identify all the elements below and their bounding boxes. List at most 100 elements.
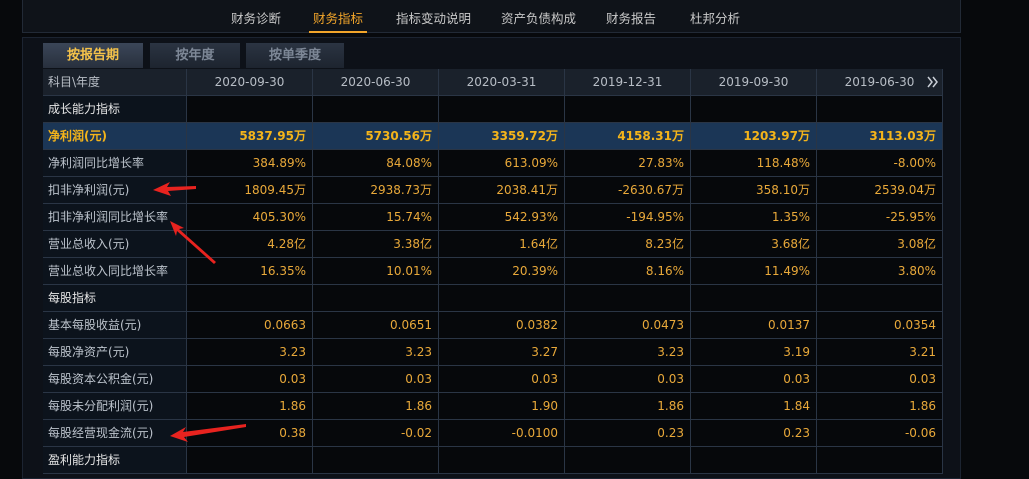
empty-cell — [691, 285, 817, 312]
value-cell: 0.03 — [439, 366, 565, 393]
value-cell: 0.38 — [187, 420, 313, 447]
value-cell: -0.0100 — [439, 420, 565, 447]
red-arrow — [170, 424, 246, 442]
value-cell: 3.68亿 — [691, 231, 817, 258]
value-cell: 3.19 — [691, 339, 817, 366]
nav-item[interactable]: 财务指标 — [313, 11, 364, 26]
value-cell: 3359.72万 — [439, 123, 565, 150]
value-cell: 8.16% — [565, 258, 691, 285]
row-label: 基本每股收益(元) — [43, 312, 187, 339]
value-cell: 0.03 — [187, 366, 313, 393]
value-cell: 3.27 — [439, 339, 565, 366]
value-cell: -0.02 — [313, 420, 439, 447]
value-cell: 4158.31万 — [565, 123, 691, 150]
value-cell: 0.03 — [313, 366, 439, 393]
value-cell: 613.09% — [439, 150, 565, 177]
tab[interactable]: 按年度 — [150, 43, 240, 68]
value-cell: 20.39% — [439, 258, 565, 285]
row-label: 营业总收入(元) — [43, 231, 187, 258]
empty-cell — [187, 96, 313, 123]
value-cell: 384.89% — [187, 150, 313, 177]
value-cell: 1.86 — [187, 393, 313, 420]
top-nav: 财务诊断 财务指标 指标变动说明 资产负债构成 财务报告 杜邦分析 — [22, 0, 961, 33]
value-cell: 3.23 — [313, 339, 439, 366]
empty-cell — [565, 285, 691, 312]
value-cell: 27.83% — [565, 150, 691, 177]
row-label: 每股净资产(元) — [43, 339, 187, 366]
value-cell: 1.90 — [439, 393, 565, 420]
value-cell: 1.35% — [691, 204, 817, 231]
nav-item[interactable]: 指标变动说明 — [396, 11, 472, 26]
value-cell: 542.93% — [439, 204, 565, 231]
column-header: 2019-12-31 — [565, 69, 691, 96]
value-cell: 0.03 — [691, 366, 817, 393]
annotations — [153, 76, 938, 442]
nav-item[interactable]: 财务诊断 — [231, 11, 282, 26]
value-cell: 1.84 — [691, 393, 817, 420]
value-cell: 0.0651 — [313, 312, 439, 339]
empty-cell — [817, 96, 943, 123]
empty-cell — [187, 285, 313, 312]
column-header: 2019-06-30 — [817, 69, 943, 96]
value-cell: 1203.97万 — [691, 123, 817, 150]
value-cell: 5837.95万 — [187, 123, 313, 150]
page: {"nav":{"items":["财务诊断","财务指标","指标变动说明",… — [22, 0, 961, 479]
row-label: 扣非净利润同比增长率 — [43, 204, 187, 231]
value-cell: 0.0663 — [187, 312, 313, 339]
scroll-right-icon[interactable] — [927, 76, 938, 88]
value-cell: 3113.03万 — [817, 123, 943, 150]
value-cell: 0.23 — [565, 420, 691, 447]
empty-cell — [439, 285, 565, 312]
empty-cell — [313, 285, 439, 312]
column-header: 2020-03-31 — [439, 69, 565, 96]
value-cell: 1.86 — [565, 393, 691, 420]
value-cell: -8.00% — [817, 150, 943, 177]
value-cell: 2938.73万 — [313, 177, 439, 204]
value-cell: -194.95% — [565, 204, 691, 231]
value-cell: 0.23 — [691, 420, 817, 447]
value-cell: 0.0382 — [439, 312, 565, 339]
column-header: 科目\年度 — [43, 69, 187, 96]
row-label: 每股指标 — [43, 285, 187, 312]
tab[interactable]: 按单季度 — [246, 43, 344, 68]
value-cell: 4.28亿 — [187, 231, 313, 258]
value-cell: 84.08% — [313, 150, 439, 177]
value-cell: 3.23 — [565, 339, 691, 366]
value-cell: 3.80% — [817, 258, 943, 285]
tab[interactable]: 按报告期 — [43, 43, 143, 68]
empty-cell — [817, 285, 943, 312]
empty-cell — [691, 96, 817, 123]
nav-item[interactable]: 资产负债构成 — [501, 11, 577, 26]
row-label: 每股资本公积金(元) — [43, 366, 187, 393]
row-label: 营业总收入同比增长率 — [43, 258, 187, 285]
row-label: 净利润同比增长率 — [43, 150, 187, 177]
row-label: 净利润(元) — [43, 123, 187, 150]
value-cell: 0.03 — [817, 366, 943, 393]
value-cell: 2038.41万 — [439, 177, 565, 204]
value-cell: 3.38亿 — [313, 231, 439, 258]
value-cell: 1.64亿 — [439, 231, 565, 258]
value-cell: 1809.45万 — [187, 177, 313, 204]
value-cell: 3.21 — [817, 339, 943, 366]
nav-item[interactable]: 杜邦分析 — [690, 11, 741, 26]
value-cell: -2630.67万 — [565, 177, 691, 204]
row-label: 每股经营现金流(元) — [43, 420, 187, 447]
nav-item[interactable]: 财务报告 — [606, 11, 657, 26]
value-cell: 3.08亿 — [817, 231, 943, 258]
value-cell: 3.23 — [187, 339, 313, 366]
column-header: 2020-09-30 — [187, 69, 313, 96]
value-cell: 0.0137 — [691, 312, 817, 339]
value-cell: 0.0473 — [565, 312, 691, 339]
empty-cell — [565, 96, 691, 123]
value-cell: 11.49% — [691, 258, 817, 285]
column-header: 2019-09-30 — [691, 69, 817, 96]
red-arrow — [170, 221, 216, 264]
value-cell: 0.0354 — [817, 312, 943, 339]
row-label: 成长能力指标 — [43, 96, 187, 123]
empty-cell — [439, 96, 565, 123]
empty-cell — [313, 96, 439, 123]
value-cell: -0.06 — [817, 420, 943, 447]
value-cell: 10.01% — [313, 258, 439, 285]
column-header: 2020-06-30 — [313, 69, 439, 96]
value-cell: 118.48% — [691, 150, 817, 177]
